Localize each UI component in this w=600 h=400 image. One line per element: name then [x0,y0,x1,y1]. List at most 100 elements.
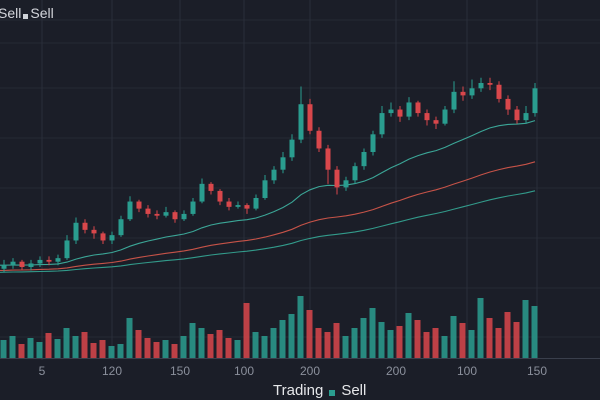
candle-body [388,109,394,114]
candle-body [496,84,502,99]
x-tick-label: 120 [102,364,122,378]
volume-bar [513,322,520,358]
volume-bar [207,334,214,358]
volume-bar [378,322,385,358]
volume-bar [45,333,52,358]
x-tick-label: 100 [234,364,254,378]
candle-body [271,169,277,181]
volume-bar [486,318,493,358]
volume-bar [369,308,376,358]
legend-top: Sell Sell [0,5,54,21]
volume-bar [297,296,304,358]
volume-bar [450,316,457,358]
candle-body [226,201,232,207]
candle-body [505,98,511,110]
candle-body [307,104,313,131]
candle-body [514,109,520,121]
volume-bar [387,330,394,358]
candle-body [253,198,259,209]
candle-body [370,134,376,152]
candle-body [154,213,160,216]
candle-body [199,183,205,202]
volume-bar [279,320,286,358]
candle-body [190,201,196,214]
volume-bar [189,323,196,358]
legend-bottom-label-1: Trading [273,382,324,399]
candle-body [298,104,304,140]
volume-bar [288,314,295,358]
candle-body [523,113,529,121]
candle-body [532,88,538,114]
candle-body [289,139,295,158]
candle-body [55,258,61,262]
candle-body [460,91,466,96]
volume-bar [0,340,7,358]
volume-bar [270,328,277,358]
candle-body [469,88,475,96]
volume-bar [306,310,313,358]
candle-body [325,148,331,170]
x-tick-label: 150 [527,364,547,378]
candle-body [262,180,268,198]
candle-body [352,166,358,181]
candle-body [379,113,385,135]
candle-body [73,222,79,241]
x-tick-label: 5 [39,364,46,378]
candle-body [172,212,178,220]
candle-body [64,240,70,259]
volume-bar [396,326,403,358]
candle-body [343,180,349,188]
moving-average-line-2 [0,161,536,272]
candle-body [100,233,106,241]
candle-body [334,169,340,188]
volume-bar [261,336,268,358]
volume-bar [234,340,241,358]
volume-bar [162,340,169,358]
volume-bar [423,332,430,358]
candle-body [415,102,421,114]
candle-body [487,83,493,85]
volume-bar [432,328,439,358]
volume-bar [117,344,124,358]
candle-body [28,263,34,267]
moving-average-line-1 [0,120,536,266]
candle-body [217,190,223,202]
volume-bar [81,332,88,358]
volume-bar [252,332,259,358]
volume-bar [495,328,502,358]
volume-bar [36,342,43,358]
volume-bar [414,320,421,358]
candle-body [118,219,124,236]
legend-top-label-1: Sell [0,5,22,21]
x-tick-label: 100 [457,364,477,378]
candle-body [10,261,16,266]
volume-bar [522,300,529,358]
volume-bar [360,318,367,358]
volume-bar [9,336,16,358]
candle-body [163,212,169,216]
candle-body [181,213,187,220]
x-tick-label: 200 [300,364,320,378]
volume-bar [324,332,331,358]
volume-bar [459,323,466,358]
volume-bar [72,336,79,358]
volume-bar [441,336,448,358]
candle-body [478,83,484,89]
moving-average-line-3 [0,190,536,273]
x-tick-label: 150 [170,364,190,378]
candle-body [424,113,430,121]
volume-bar [108,346,115,358]
candle-body [127,201,133,220]
volume-bar [504,312,511,358]
legend-bottom: Trading Sell [273,382,366,399]
candle-body [1,265,7,269]
volume-bar [180,336,187,358]
volume-bar [315,328,322,358]
volume-bar [477,298,484,358]
volume-bar [126,318,133,358]
x-tick-label: 200 [386,364,406,378]
candle-body [208,183,214,191]
candle-body [91,229,97,234]
candle-body [406,102,412,117]
volume-bar [144,338,151,358]
